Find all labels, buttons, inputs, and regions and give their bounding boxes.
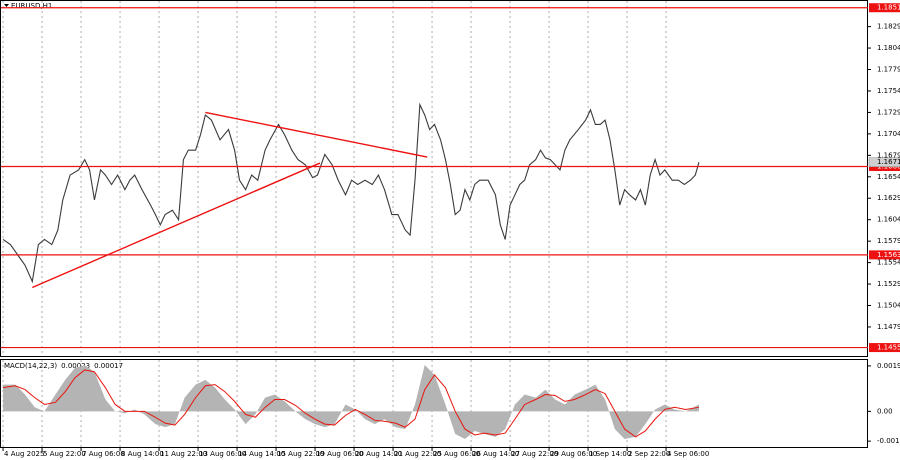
y-tick-label: 1.1754 xyxy=(877,87,900,95)
x-tick-label: 15 Aug 22:00 xyxy=(277,450,324,458)
y-tick-label: 1.1579 xyxy=(877,237,900,245)
last-price-label: 1.1671 xyxy=(877,158,900,166)
x-tick-label: 13 Aug 06:00 xyxy=(199,450,246,458)
chart-title: EURUSD,H1 xyxy=(11,2,52,10)
price-panel-frame xyxy=(0,0,868,357)
y-tick-label: 1.1504 xyxy=(877,302,900,310)
level-label: 1.1563 xyxy=(877,251,900,259)
level-label: 1.1851 xyxy=(877,4,900,12)
macd-signal xyxy=(2,369,700,438)
level-tag xyxy=(869,3,900,13)
y-tick-label: 1.1554 xyxy=(877,259,900,267)
level-tag xyxy=(869,250,900,260)
y-tick-label: -0.00126 xyxy=(877,437,900,445)
x-tick-label: 27 Aug 22:00 xyxy=(511,450,558,458)
x-tick-label: 21 Aug 22:00 xyxy=(394,450,441,458)
macd-histogram xyxy=(3,364,699,440)
y-tick-label: 1.1779 xyxy=(877,66,900,74)
macd-reading: 0.00017 xyxy=(94,362,123,370)
x-tick-label: 4 Aug 2025 xyxy=(4,450,44,458)
last-price-tag xyxy=(868,157,900,167)
level-label: 1.1455 xyxy=(877,344,900,352)
x-tick-label: 7 Aug 06:00 xyxy=(82,450,125,458)
x-tick-label: 4 Sep 06:00 xyxy=(667,450,709,458)
macd-panel-frame xyxy=(0,359,868,448)
macd-reading: 0.00023 xyxy=(61,362,90,370)
x-tick-label: 2 Sep 22:00 xyxy=(628,450,670,458)
x-tick-label: 5 Aug 22:00 xyxy=(43,450,86,458)
y-tick-label: 1.1479 xyxy=(877,323,900,331)
level-tag xyxy=(869,343,900,353)
x-tick-label: 19 Aug 06:00 xyxy=(316,450,363,458)
y-tick-label: 1.1654 xyxy=(877,173,900,181)
y-tick-label: 1.1529 xyxy=(877,280,900,288)
y-tick-label: 1.1604 xyxy=(877,216,900,224)
y-tick-label: 0.00 xyxy=(877,407,893,415)
y-tick-label: 1.1704 xyxy=(877,130,900,138)
x-tick-label: 25 Aug 06:00 xyxy=(433,450,480,458)
macd-label: MACD(14,22,3) 0.00023 0.00017 xyxy=(4,362,123,370)
y-tick-label: 1.1629 xyxy=(877,194,900,202)
x-tick-label: 8 Aug 14:00 xyxy=(121,450,164,458)
x-tick-label: 29 Aug 06:00 xyxy=(550,450,597,458)
y-tick-label: 1.1729 xyxy=(877,108,900,116)
trend-line xyxy=(205,111,428,158)
x-tick-label: 11 Aug 22:00 xyxy=(160,450,207,458)
y-tick-label: 1.1679 xyxy=(877,151,900,159)
x-tick-label: 26 Aug 14:00 xyxy=(472,450,519,458)
y-tick-label: 1.1829 xyxy=(877,23,900,31)
x-tick-label: 20 Aug 14:00 xyxy=(355,450,402,458)
x-tick-label: 1 Sep 14:00 xyxy=(589,450,631,458)
x-tick-label: 14 Aug 14:00 xyxy=(238,450,285,458)
macd-title: MACD(14,22,3) xyxy=(4,362,57,370)
y-tick-label: 1.1804 xyxy=(877,44,900,52)
y-tick-label: 0.00192 xyxy=(877,362,900,370)
symbol-marker xyxy=(4,4,9,7)
trend-line xyxy=(32,162,321,289)
price-line xyxy=(2,102,700,284)
